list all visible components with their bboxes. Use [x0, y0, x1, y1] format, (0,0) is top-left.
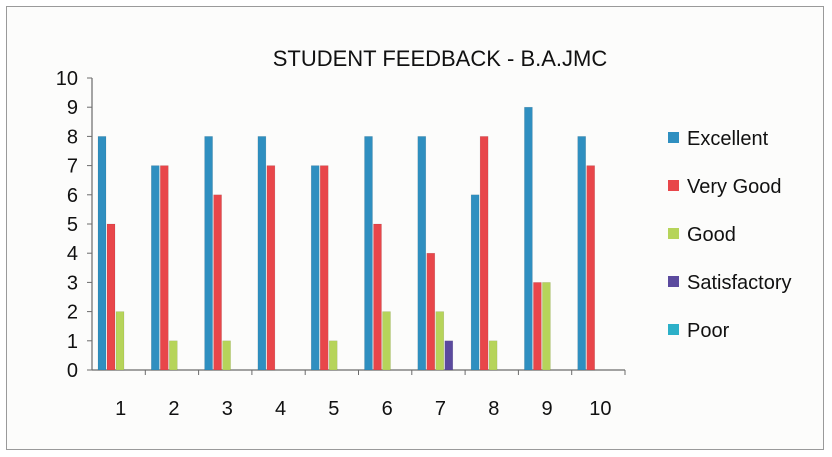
bar-excellent — [364, 136, 373, 371]
legend-swatch — [668, 324, 679, 335]
legend-label: Satisfactory — [687, 272, 791, 294]
bar-excellent — [524, 106, 533, 371]
bar-good — [435, 311, 445, 371]
y-tick-label: 7 — [67, 156, 78, 178]
bar-very-good — [586, 165, 595, 371]
legend-swatch — [668, 228, 679, 239]
bar-good — [542, 282, 551, 371]
y-tick-label: 1 — [67, 331, 78, 353]
bar-excellent — [257, 136, 267, 371]
y-tick-label: 9 — [67, 97, 78, 119]
x-tick-label: 9 — [541, 398, 552, 420]
y-tick-label: 2 — [67, 302, 78, 324]
bar-very-good — [266, 165, 276, 371]
bar-very-good — [160, 165, 169, 371]
chart-title: STUDENT FEEDBACK - B.A.JMC — [273, 46, 608, 71]
bar-excellent — [577, 136, 586, 371]
bar-excellent — [151, 165, 160, 371]
x-tick-label: 7 — [435, 398, 446, 420]
bar-good — [488, 340, 498, 371]
x-tick-label: 1 — [115, 398, 126, 420]
bar-very-good — [373, 223, 382, 371]
legend-swatch — [668, 132, 679, 143]
bar-very-good — [533, 282, 542, 371]
y-tick-label: 3 — [67, 272, 78, 294]
bar-excellent — [417, 136, 427, 371]
x-tick-label: 4 — [275, 398, 286, 420]
bar-good — [328, 340, 338, 371]
y-tick-label: 10 — [56, 68, 78, 90]
bar-excellent — [97, 136, 107, 371]
legend-swatch — [668, 180, 679, 191]
x-tick-label: 5 — [328, 398, 339, 420]
bar-good — [222, 340, 231, 371]
x-tick-label: 3 — [222, 398, 233, 420]
bar-very-good — [319, 165, 329, 371]
bar-excellent — [310, 165, 320, 371]
legend-swatch — [668, 276, 679, 287]
x-tick-label: 8 — [488, 398, 499, 420]
y-tick-label: 0 — [67, 360, 78, 382]
axes: 0 1 2 3 4 5 6 7 8 9 10 1 2 3 4 5 6 7 8 9 10 — [56, 68, 626, 420]
bar-excellent — [204, 136, 213, 371]
x-tick-label: 10 — [589, 398, 611, 420]
bar-very-good — [106, 223, 116, 371]
bar-excellent — [470, 194, 480, 371]
legend-label: Poor — [687, 320, 730, 342]
y-tick-label: 5 — [67, 214, 78, 236]
x-tick-label: 2 — [168, 398, 179, 420]
y-tick-label: 6 — [67, 185, 78, 207]
y-tick-label: 8 — [67, 126, 78, 148]
bar-very-good — [426, 252, 436, 371]
bar-good — [115, 311, 125, 371]
bar-very-good — [479, 136, 489, 371]
chart-frame — [6, 6, 824, 450]
bar-good — [382, 311, 391, 371]
legend-label: Excellent — [687, 128, 769, 150]
y-tick-label: 4 — [67, 243, 78, 265]
legend-label: Good — [687, 224, 736, 246]
bar-satisfactory — [444, 340, 454, 371]
bars — [97, 106, 595, 371]
bar-very-good — [213, 194, 222, 371]
x-tick-label: 6 — [382, 398, 393, 420]
legend-label: Very Good — [687, 176, 782, 198]
bar-good — [169, 340, 178, 371]
legend: Excellent Very Good Good Satisfactory Poor — [668, 128, 791, 342]
